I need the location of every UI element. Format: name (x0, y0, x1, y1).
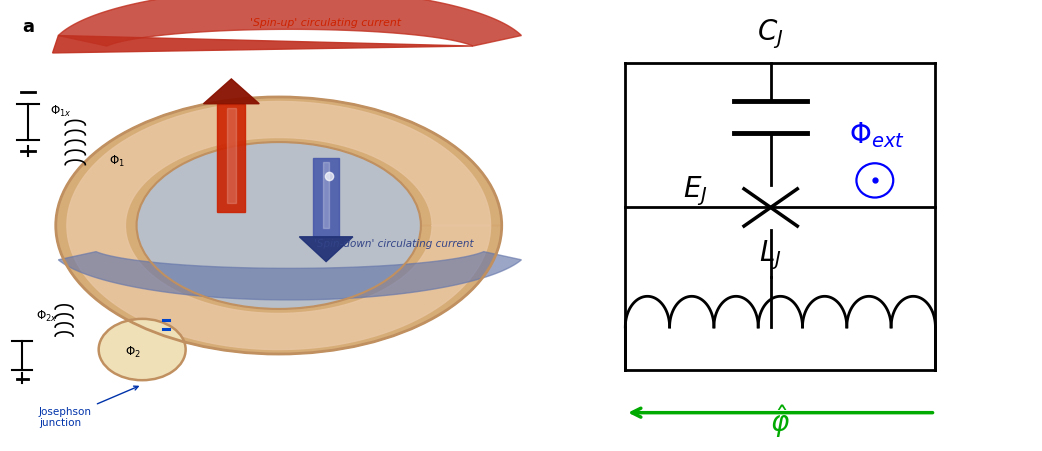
Ellipse shape (99, 319, 185, 380)
Polygon shape (313, 158, 340, 237)
Polygon shape (203, 79, 259, 104)
Polygon shape (58, 0, 521, 46)
Polygon shape (323, 162, 329, 228)
Text: a: a (22, 18, 34, 36)
Text: $C_J$: $C_J$ (758, 17, 784, 51)
Text: $E_J$: $E_J$ (684, 175, 708, 208)
Text: 'Spin-up' circulating current: 'Spin-up' circulating current (250, 18, 401, 28)
Text: $\Phi_2$: $\Phi_2$ (125, 345, 142, 360)
Text: $\Phi_{2x}$: $\Phi_{2x}$ (36, 309, 57, 324)
Polygon shape (218, 104, 245, 212)
Ellipse shape (137, 142, 421, 309)
Text: $\Phi_1$: $\Phi_1$ (108, 154, 125, 169)
Polygon shape (52, 36, 473, 53)
Text: 'Spin-down' circulating current: 'Spin-down' circulating current (315, 239, 474, 249)
Polygon shape (56, 97, 502, 354)
Polygon shape (227, 108, 235, 203)
Text: $\Phi_{1x}$: $\Phi_{1x}$ (50, 104, 72, 119)
Text: $\Phi_{ext}$: $\Phi_{ext}$ (849, 120, 905, 150)
Text: Josephson
junction: Josephson junction (39, 386, 139, 428)
Polygon shape (299, 237, 353, 262)
Polygon shape (58, 252, 521, 300)
Polygon shape (67, 101, 491, 350)
Text: $\hat{\varphi}$: $\hat{\varphi}$ (770, 403, 790, 440)
Text: $L_J$: $L_J$ (760, 238, 782, 272)
